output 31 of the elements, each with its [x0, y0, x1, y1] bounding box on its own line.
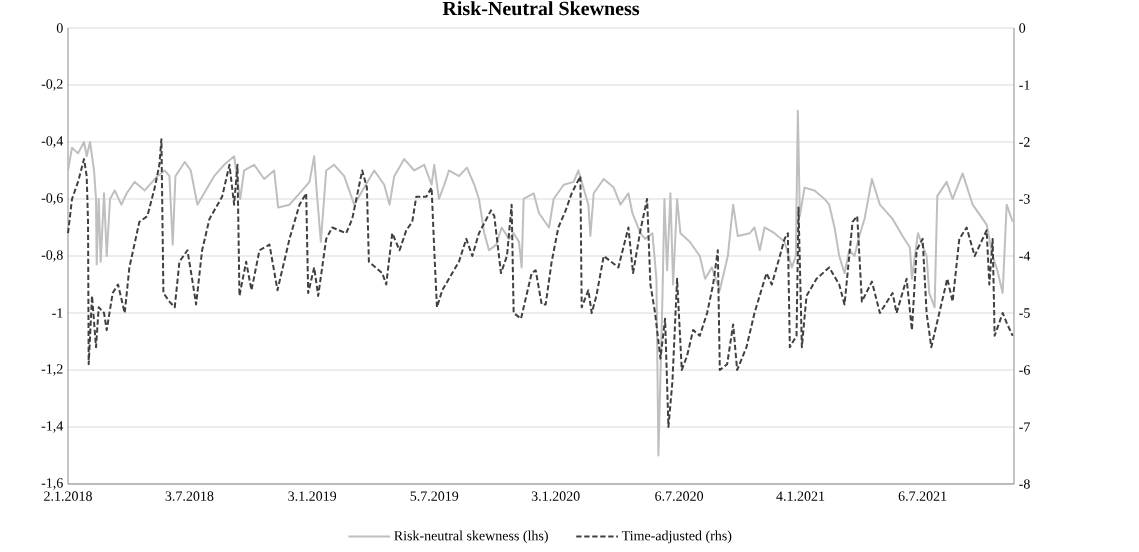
y2-tick-label: -4	[1019, 251, 1031, 261]
y2-tick-label: -8	[1019, 479, 1030, 489]
y-tick-label: -0,4	[41, 136, 64, 148]
x-tick-label: 5.7.2019	[410, 491, 459, 501]
y-tick-label: -1	[52, 308, 63, 318]
y-tick-label: -0,2	[41, 79, 63, 91]
y-tick-label: 0	[56, 23, 63, 33]
y-tick-label: -0,8	[41, 250, 63, 262]
x-tick-label: 3.1.2020	[531, 491, 580, 501]
y-tick-label: -1,4	[41, 421, 64, 433]
y2-tick-label: -2	[1019, 137, 1030, 147]
y2-tick-label: 0	[1019, 23, 1026, 33]
y2-tick-label: -6	[1019, 365, 1030, 375]
x-tick-label: 4.1.2021	[776, 491, 825, 501]
chart-title: Risk-Neutral Skewness	[442, 1, 640, 16]
line-series	[67, 109, 1014, 457]
legend-label: Risk-neutral skewness (lhs)	[394, 530, 548, 544]
x-tick-label: 3.1.2019	[288, 491, 337, 501]
y-tick-label: -0,6	[41, 193, 63, 205]
y2-tick-label: -5	[1019, 308, 1030, 318]
y2-tick-label: -1	[1019, 80, 1030, 90]
y2-tick-label: -3	[1019, 194, 1030, 204]
x-tick-label: 3.7.2018	[165, 491, 214, 501]
line-series	[67, 138, 1014, 428]
x-tick-label: 6.7.2020	[655, 491, 704, 501]
x-tick-label: 6.7.2021	[898, 491, 947, 501]
y2-tick-label: -7	[1019, 422, 1030, 432]
legend-label: Time-adjusted (rhs)	[621, 530, 732, 544]
y-tick-label: -1,2	[41, 364, 63, 376]
y-tick-label: -1,6	[41, 478, 63, 490]
x-tick-label: 2.1.2018	[44, 491, 92, 501]
